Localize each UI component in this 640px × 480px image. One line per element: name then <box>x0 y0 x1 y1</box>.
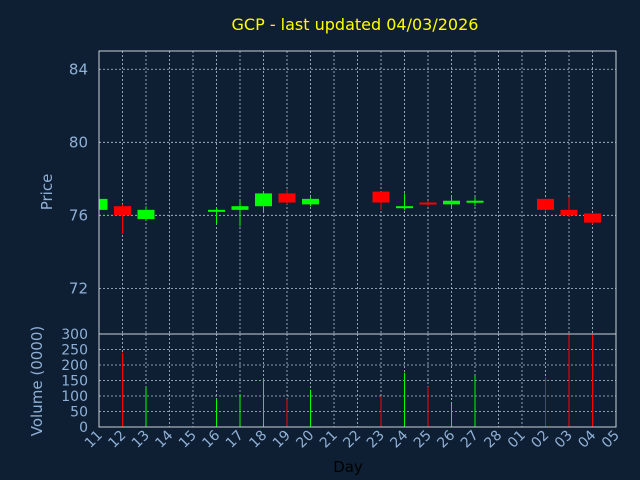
candle-body <box>278 193 296 203</box>
x-tick-label: 17 <box>223 428 247 452</box>
x-tick-label: 02 <box>528 428 552 452</box>
volume-tick-label: 0 <box>79 420 88 436</box>
candle-body <box>114 206 131 216</box>
x-tick-label: 04 <box>575 427 599 451</box>
candle-body <box>396 206 413 209</box>
x-axis-label: Day <box>333 458 363 476</box>
price-axis-ticks: 72 76 80 84 <box>69 60 88 297</box>
price-tick-label: 84 <box>69 60 88 78</box>
price-axis-label: Price <box>38 174 56 211</box>
candle-body <box>419 202 437 205</box>
x-tick-label: 24 <box>387 427 411 451</box>
x-tick-label: 16 <box>199 427 223 451</box>
candle-body <box>584 213 601 223</box>
x-tick-label: 15 <box>176 428 200 452</box>
candle-body <box>443 200 460 205</box>
x-tick-label: 22 <box>340 428 364 452</box>
candle-body <box>560 209 578 216</box>
volume-tick-label: 150 <box>61 374 88 390</box>
volume-panel-frame <box>98 333 617 428</box>
x-tick-label: 03 <box>552 428 576 452</box>
volume-tick-label: 100 <box>61 389 88 405</box>
x-tick-label: 26 <box>434 427 458 451</box>
candle-body <box>466 200 484 203</box>
price-tick-label: 76 <box>69 206 88 224</box>
x-tick-label: 14 <box>152 427 176 451</box>
price-tick-label: 80 <box>69 133 88 151</box>
volume-tick-label: 300 <box>61 327 88 343</box>
x-tick-label: 05 <box>599 428 623 452</box>
volume-axis-label: Volume (0000) <box>28 326 46 436</box>
candle-body <box>99 198 108 210</box>
volume-tick-label: 50 <box>70 405 88 421</box>
candles <box>98 189 601 234</box>
x-tick-label: 21 <box>317 428 341 452</box>
candle-body <box>537 198 554 210</box>
candle-body <box>255 193 272 207</box>
x-tick-label: 01 <box>505 428 529 452</box>
x-tick-label: 19 <box>270 428 294 452</box>
price-tick-label: 72 <box>69 279 88 297</box>
x-tick-label: 23 <box>364 428 388 452</box>
x-tick-label: 28 <box>481 428 505 452</box>
chart-title: GCP - last updated 04/03/2026 <box>232 15 479 34</box>
candle-body <box>208 209 225 212</box>
x-axis-ticks: 11 12 13 14 15 16 17 18 19 20 21 22 23 24 25 26 27 28 01 02… <box>82 427 623 451</box>
x-tick-label: 12 <box>105 428 129 452</box>
candle-body <box>231 206 249 210</box>
x-tick-label: 18 <box>246 428 270 452</box>
x-tick-label: 27 <box>458 428 482 452</box>
candle-body <box>302 198 319 205</box>
price-grid <box>98 51 617 334</box>
x-tick-label: 20 <box>293 428 317 452</box>
volume-bars <box>122 334 593 427</box>
candle-body <box>137 209 155 219</box>
x-tick-label: 25 <box>411 428 435 452</box>
volume-grid <box>98 334 617 427</box>
volume-tick-label: 250 <box>61 343 88 359</box>
volume-tick-label: 200 <box>61 358 88 374</box>
candle-body <box>372 191 390 203</box>
x-tick-label: 13 <box>129 428 153 452</box>
